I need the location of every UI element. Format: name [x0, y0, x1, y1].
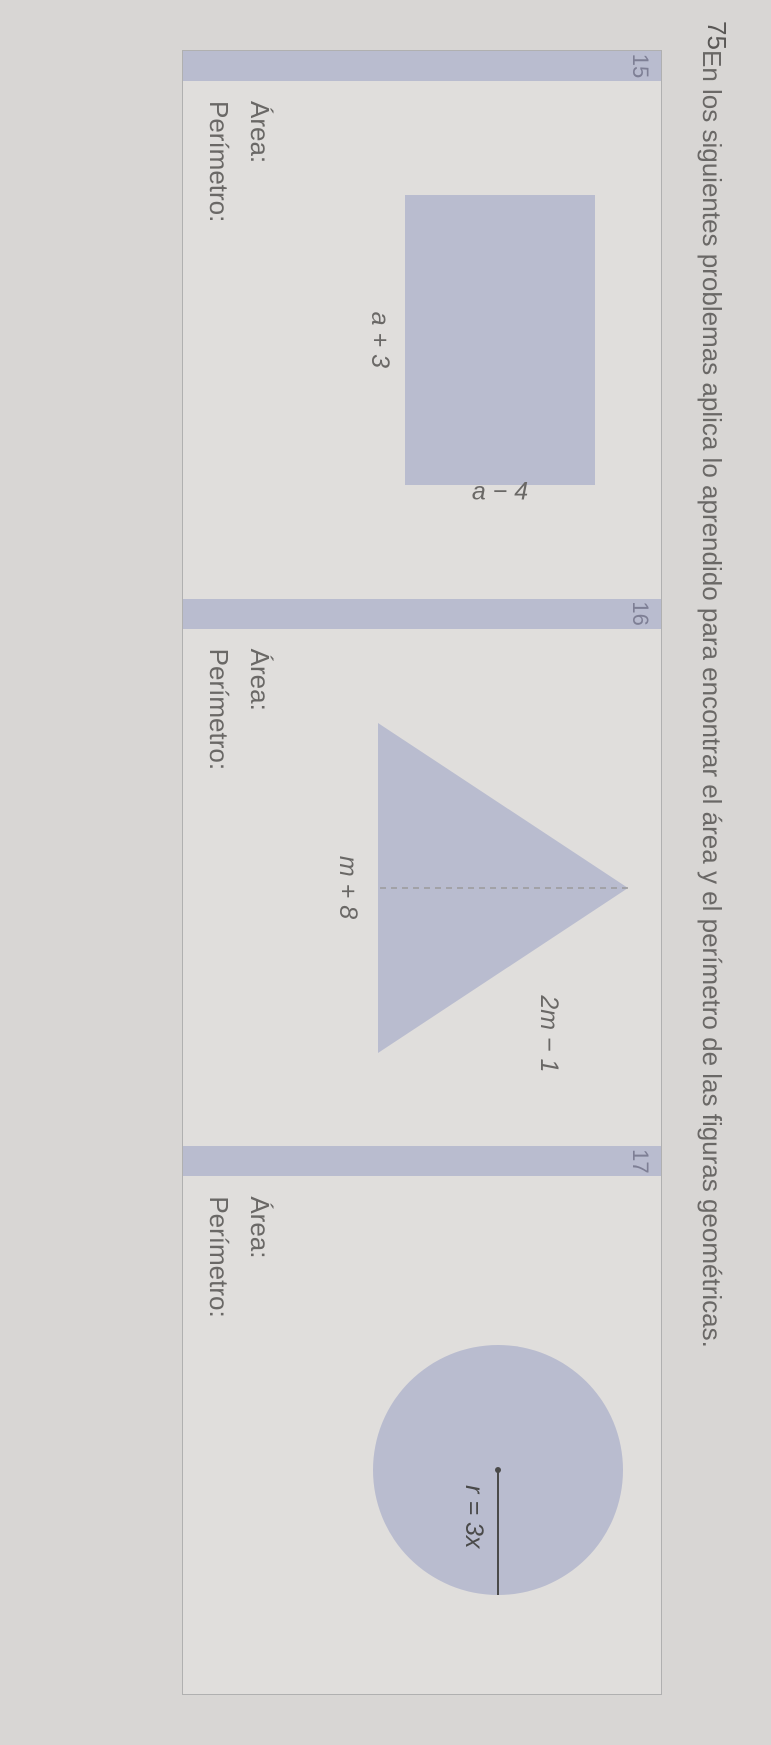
problem-number-17: 17: [183, 1146, 661, 1176]
problem-15: a + 3 a − 4 Área: Perímetro:: [183, 81, 661, 599]
problem-17: r = 3x Área: Perímetro:: [183, 1176, 661, 1694]
results-15: Área: Perímetro:: [183, 81, 300, 599]
page-container: En los siguientes problemas aplica lo ap…: [0, 0, 771, 1745]
perimeter-label-17: Perímetro:: [203, 1196, 234, 1674]
figure-circle: r = 3x: [300, 1176, 661, 1694]
circle-shape: [368, 1340, 628, 1600]
problem-number-16: 16: [183, 599, 661, 629]
area-label-16: Área:: [244, 649, 275, 1127]
problems-box: 15 a + 3 a − 4 Área: Perímetro: 16: [182, 50, 662, 1695]
figure-triangle: m + 8 2m − 1: [300, 629, 661, 1147]
results-16: Área: Perímetro:: [183, 629, 300, 1147]
circle-radius-label: r = 3x: [459, 1485, 488, 1548]
rectangle-height-label: a − 4: [472, 477, 528, 506]
results-17: Área: Perímetro:: [183, 1176, 300, 1694]
area-label-17: Área:: [244, 1196, 275, 1674]
triangle-container: m + 8 2m − 1: [368, 718, 633, 1058]
problem-16: m + 8 2m − 1 Área: Perímetro:: [183, 629, 661, 1147]
perimeter-label-16: Perímetro:: [203, 649, 234, 1127]
instruction-content: En los siguientes problemas aplica lo ap…: [697, 50, 727, 1348]
perimeter-label-15: Perímetro:: [203, 101, 234, 579]
area-label-15: Área:: [244, 101, 275, 579]
rectangle-shape: [406, 195, 596, 485]
triangle-base-label: m + 8: [333, 718, 362, 1058]
problem-number-15: 15: [183, 51, 661, 81]
circle-container: r = 3x: [363, 1340, 628, 1600]
rectangle-base-label: a + 3: [366, 195, 395, 485]
triangle-side-label: 2m − 1: [534, 995, 563, 1072]
rectangle-container: a + 3 a − 4: [406, 195, 596, 485]
figure-rectangle: a + 3 a − 4: [300, 81, 661, 599]
triangle-shape: [373, 718, 633, 1058]
instruction-text: En los siguientes problemas aplica lo ap…: [692, 50, 731, 1695]
